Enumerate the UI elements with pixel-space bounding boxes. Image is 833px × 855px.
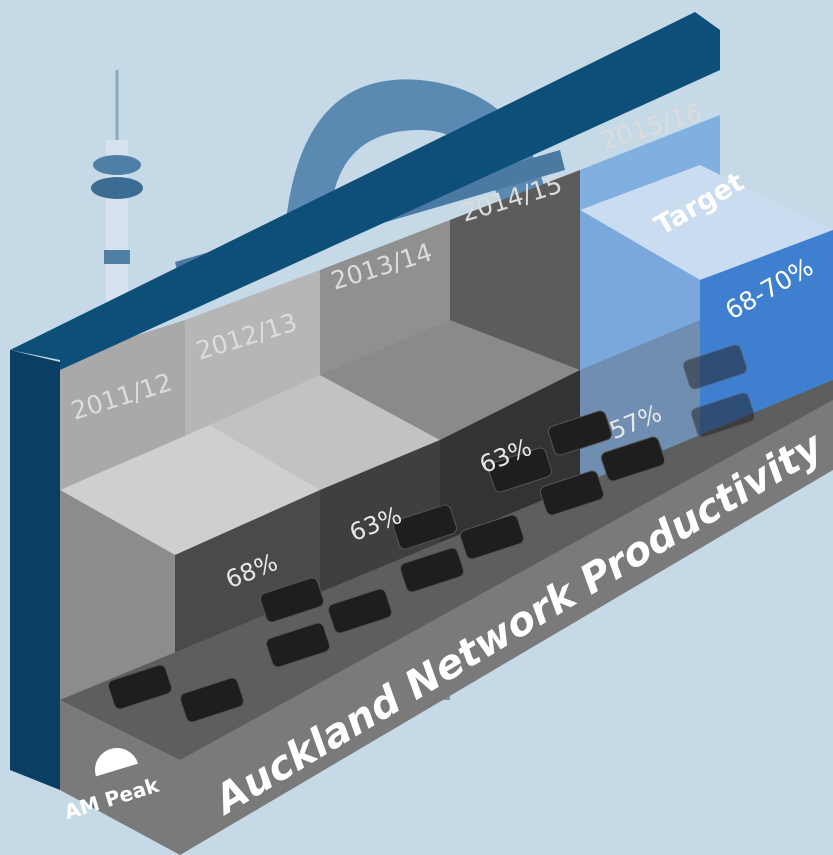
- car: [327, 588, 393, 634]
- target-top: [580, 165, 833, 280]
- car: [600, 436, 666, 482]
- sun-icon: [95, 748, 139, 777]
- car: [107, 664, 173, 710]
- frame-top: [10, 12, 720, 370]
- car: [259, 577, 325, 623]
- car: [399, 547, 465, 593]
- car: [392, 504, 458, 550]
- block-top: [320, 320, 580, 440]
- block-front: [60, 490, 175, 700]
- frame-side: [10, 350, 60, 790]
- car: [547, 410, 613, 456]
- car: [179, 677, 245, 723]
- block-top: [210, 375, 440, 490]
- cars: [107, 344, 756, 723]
- car: [265, 622, 331, 668]
- car: [487, 447, 553, 493]
- car: [682, 344, 748, 390]
- car: [539, 470, 605, 516]
- sky-tower: [91, 70, 143, 330]
- car: [459, 514, 525, 560]
- block-top: [60, 425, 320, 555]
- car: [690, 392, 756, 438]
